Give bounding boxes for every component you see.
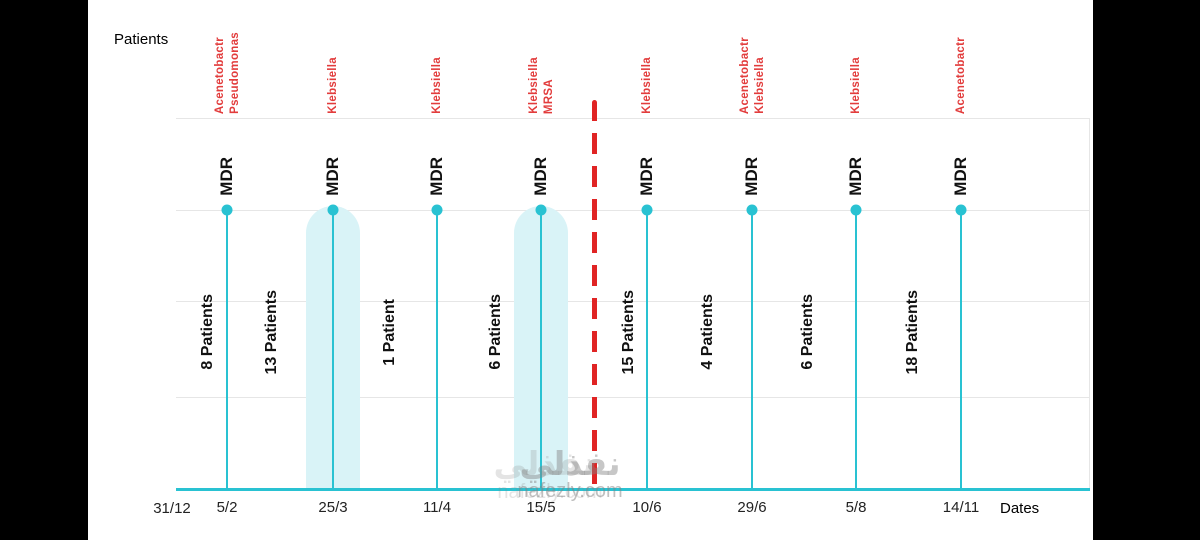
resistance-label: MDR bbox=[531, 157, 550, 196]
date-tick-label: 5/2 bbox=[216, 499, 238, 516]
organism-label: Acenetobactr bbox=[738, 36, 751, 114]
resistance-label-wrap: MDR bbox=[931, 134, 991, 196]
resistance-label-wrap: MDR bbox=[511, 134, 571, 196]
event-stem-line bbox=[436, 210, 438, 490]
date-tick-label: 15/5 bbox=[526, 499, 556, 516]
timeline-event-14-11: Acenetobactr MDR 14/11 bbox=[931, 0, 991, 540]
patient-count: 6 Patients bbox=[793, 262, 823, 402]
event-stem-line bbox=[540, 210, 542, 490]
date-tick-label: 14/11 bbox=[942, 499, 980, 516]
organism-labels: Klebsiella MRSA bbox=[491, 28, 591, 114]
organism-label: Klebsiella bbox=[527, 57, 540, 114]
organism-labels: Klebsiella bbox=[283, 28, 383, 114]
resistance-label-wrap: MDR bbox=[826, 134, 886, 196]
patient-count: 13 Patients bbox=[257, 262, 287, 402]
organism-labels: Klebsiella bbox=[387, 28, 487, 114]
phase-divider-dashed-line bbox=[592, 100, 597, 490]
patient-count: 8 Patients bbox=[193, 262, 223, 402]
resistance-label-wrap: MDR bbox=[407, 134, 467, 196]
gridline bbox=[176, 397, 1090, 398]
date-tick-label: 29/6 bbox=[737, 499, 767, 516]
organism-labels: Acenetobactr Pseudomonas bbox=[177, 28, 277, 114]
organism-labels: Klebsiella bbox=[597, 28, 697, 114]
date-tick-label: 10/6 bbox=[632, 499, 662, 516]
patient-count: 1 Patient bbox=[375, 262, 405, 402]
timeline-event-5-2: Acenetobactr Pseudomonas MDR 5/2 bbox=[197, 0, 257, 540]
event-stem-line bbox=[960, 210, 962, 490]
organism-label: Klebsiella bbox=[431, 57, 443, 114]
x-axis-baseline bbox=[176, 488, 1090, 491]
event-stem-line bbox=[855, 210, 857, 490]
resistance-label: MDR bbox=[846, 157, 865, 196]
patient-count-label: 18 Patients bbox=[904, 289, 921, 375]
resistance-label-wrap: MDR bbox=[617, 134, 677, 196]
resistance-label: MDR bbox=[637, 157, 656, 196]
patient-count-label: 13 Patients bbox=[263, 289, 280, 375]
event-stem-line bbox=[226, 210, 228, 490]
patient-count-label: 15 Patients bbox=[620, 289, 637, 375]
organism-label: Acenetobactr bbox=[213, 36, 226, 114]
date-tick-label: 5/8 bbox=[845, 499, 867, 516]
organism-labels: Acenetobactr bbox=[911, 28, 1011, 114]
patient-count: 18 Patients bbox=[898, 262, 928, 402]
gridline bbox=[176, 301, 1090, 302]
patient-count-label: 6 Patients bbox=[487, 294, 504, 370]
resistance-label-wrap: MDR bbox=[303, 134, 363, 196]
resistance-label-wrap: MDR bbox=[722, 134, 782, 196]
timeline-event-25-3: Klebsiella MDR 25/3 bbox=[303, 0, 363, 540]
resistance-label-wrap: MDR bbox=[197, 134, 257, 196]
patient-count-label: 8 Patients bbox=[199, 294, 216, 370]
organism-label: Pseudomonas bbox=[228, 32, 241, 114]
date-tick-label: 25/3 bbox=[318, 499, 348, 516]
organism-labels: Klebsiella bbox=[806, 28, 906, 114]
date-tick-label: 11/4 bbox=[422, 499, 452, 516]
patient-count: 6 Patients bbox=[481, 262, 511, 402]
gridline bbox=[176, 210, 1090, 211]
organism-label: Klebsiella bbox=[641, 57, 653, 114]
organism-labels: Acenetobactr Klebsiella bbox=[702, 28, 802, 114]
timeline-event-10-6: Klebsiella MDR 10/6 bbox=[617, 0, 677, 540]
event-stem-line bbox=[332, 210, 334, 490]
timeline-event-5-8: Klebsiella MDR 5/8 bbox=[826, 0, 886, 540]
left-letterbox bbox=[0, 0, 88, 540]
organism-label: Klebsiella bbox=[753, 57, 766, 114]
timeline-event-29-6: Acenetobactr Klebsiella MDR 29/6 bbox=[722, 0, 782, 540]
origin-date-label: 31/12 bbox=[153, 500, 191, 517]
patient-count: 4 Patients bbox=[693, 262, 723, 402]
organism-label: Klebsiella bbox=[850, 57, 862, 114]
patient-count: 15 Patients bbox=[614, 262, 644, 402]
resistance-label: MDR bbox=[742, 157, 761, 196]
patient-count-label: 6 Patients bbox=[799, 294, 816, 370]
gridline bbox=[176, 118, 1090, 119]
chart-right-edge-line bbox=[1089, 118, 1090, 490]
timeline-event-15-5: Klebsiella MRSA MDR 15/5 bbox=[511, 0, 571, 540]
resistance-label: MDR bbox=[217, 157, 236, 196]
resistance-label: MDR bbox=[951, 157, 970, 196]
patient-count-label: 1 Patient bbox=[381, 298, 398, 366]
resistance-label: MDR bbox=[427, 157, 446, 196]
patient-count-label: 4 Patients bbox=[699, 294, 716, 370]
event-stem-line bbox=[751, 210, 753, 490]
event-stem-line bbox=[646, 210, 648, 490]
organism-label: Acenetobactr bbox=[955, 36, 967, 114]
right-letterbox bbox=[1093, 0, 1200, 540]
x-axis-label: Dates bbox=[1000, 500, 1040, 517]
timeline-event-11-4: Klebsiella MDR 11/4 bbox=[407, 0, 467, 540]
organism-label: Klebsiella bbox=[327, 57, 339, 114]
organism-label: MRSA bbox=[542, 78, 555, 114]
resistance-label: MDR bbox=[323, 157, 342, 196]
y-axis-label: Patients bbox=[114, 31, 169, 48]
